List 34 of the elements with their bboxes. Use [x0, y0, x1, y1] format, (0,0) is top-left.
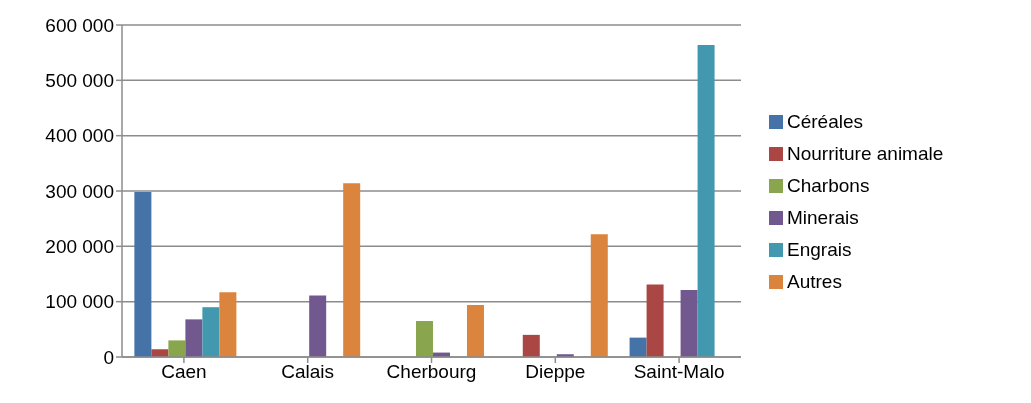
bar [680, 290, 698, 357]
y-tick-label: 200 000 [45, 236, 114, 258]
x-tick-label: Saint-Malo [633, 361, 725, 383]
y-tick-label: 400 000 [45, 125, 114, 147]
y-tick-label: 100 000 [45, 291, 114, 313]
bar [629, 337, 647, 357]
bar [151, 349, 169, 357]
legend-label: Nourriture animale [787, 142, 944, 164]
bar [697, 44, 715, 357]
bar [219, 292, 237, 357]
bar [343, 183, 361, 357]
y-tick-label: 0 [103, 346, 114, 368]
x-tick-label: Calais [281, 361, 335, 383]
legend-label: Céréales [787, 110, 864, 132]
x-tick-label: Dieppe [525, 361, 586, 383]
y-tick-label: 300 000 [45, 180, 114, 202]
legend-label: Engrais [787, 238, 852, 260]
legend-label: Charbons [787, 174, 870, 196]
bar [646, 284, 664, 357]
bar [168, 340, 186, 357]
bar [522, 334, 540, 357]
x-tick-label: Cherbourg [386, 361, 477, 383]
legend-label: Autres [787, 270, 842, 292]
bar [185, 319, 203, 357]
bar [415, 321, 433, 357]
y-tick-label: 500 000 [45, 70, 114, 92]
bar [466, 304, 484, 357]
x-tick-label: Caen [161, 361, 207, 383]
legend-label: Minerais [787, 206, 859, 228]
bar [134, 192, 152, 357]
bar [309, 295, 327, 357]
bar [590, 234, 608, 357]
bar [202, 307, 220, 357]
y-tick-label: 600 000 [45, 14, 114, 36]
